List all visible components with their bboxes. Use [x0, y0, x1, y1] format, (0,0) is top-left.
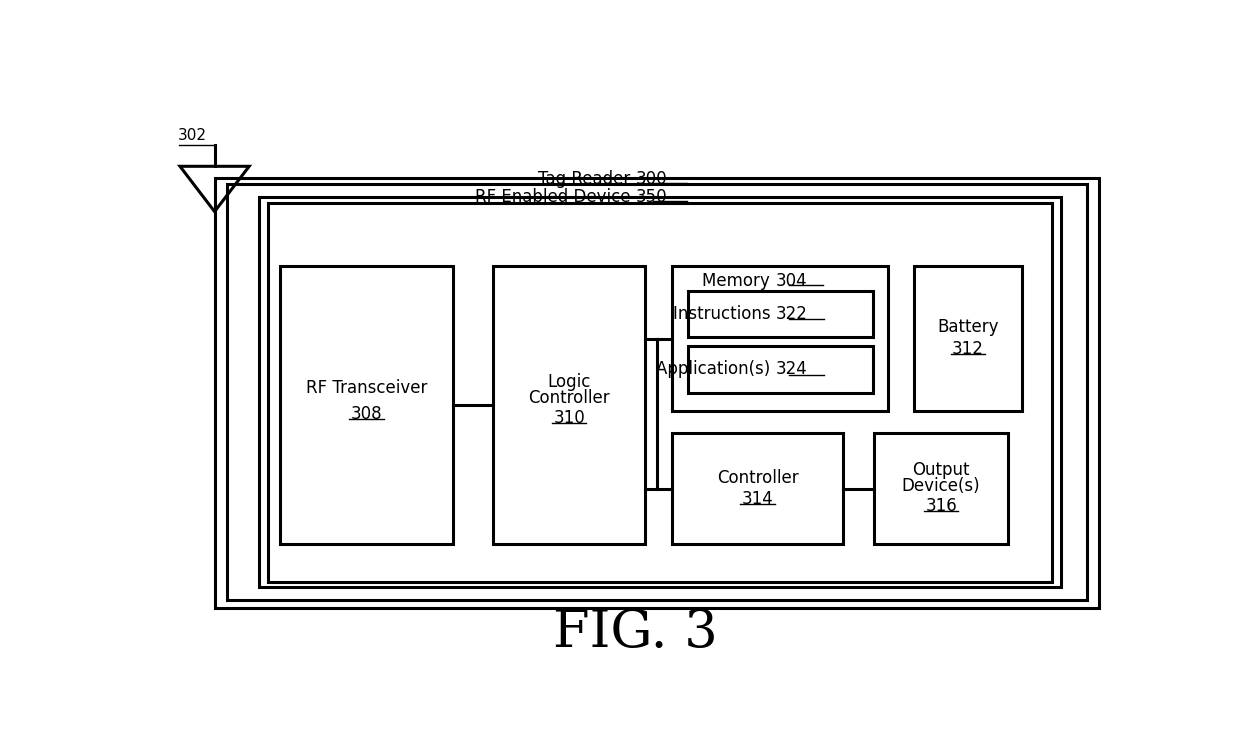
Text: Instructions: Instructions [673, 305, 776, 323]
Bar [494, 267, 645, 544]
Text: 302: 302 [179, 128, 207, 143]
Text: 322: 322 [776, 305, 807, 323]
Text: RF Enabled Device: RF Enabled Device [475, 188, 635, 206]
Text: Logic: Logic [548, 373, 591, 392]
Text: Battery: Battery [937, 318, 998, 337]
Text: 308: 308 [351, 405, 382, 423]
Text: Device(s): Device(s) [901, 477, 981, 495]
Text: 300: 300 [635, 170, 667, 187]
Bar [259, 197, 1061, 587]
Text: Controller: Controller [717, 470, 799, 487]
Bar [688, 291, 873, 337]
Text: Output: Output [913, 462, 970, 479]
Text: 310: 310 [553, 409, 585, 426]
Text: 314: 314 [742, 490, 774, 508]
Text: Tag Reader: Tag Reader [538, 170, 635, 187]
Bar [672, 267, 888, 411]
Text: Memory: Memory [702, 272, 775, 290]
Bar [874, 434, 1008, 544]
Bar [268, 203, 1052, 581]
Text: 312: 312 [952, 340, 985, 358]
Bar [914, 267, 1022, 411]
Bar [215, 178, 1099, 608]
Bar [227, 184, 1087, 600]
Bar [688, 346, 873, 392]
Text: 304: 304 [775, 272, 807, 290]
Text: 316: 316 [925, 497, 957, 514]
Text: 324: 324 [776, 360, 807, 379]
Bar [280, 267, 453, 544]
Bar [672, 434, 843, 544]
Text: Controller: Controller [528, 390, 610, 407]
Text: Application(s): Application(s) [656, 360, 776, 379]
Text: 350: 350 [635, 188, 667, 206]
Text: RF Transceiver: RF Transceiver [306, 379, 427, 397]
Text: FIG. 3: FIG. 3 [553, 607, 718, 658]
